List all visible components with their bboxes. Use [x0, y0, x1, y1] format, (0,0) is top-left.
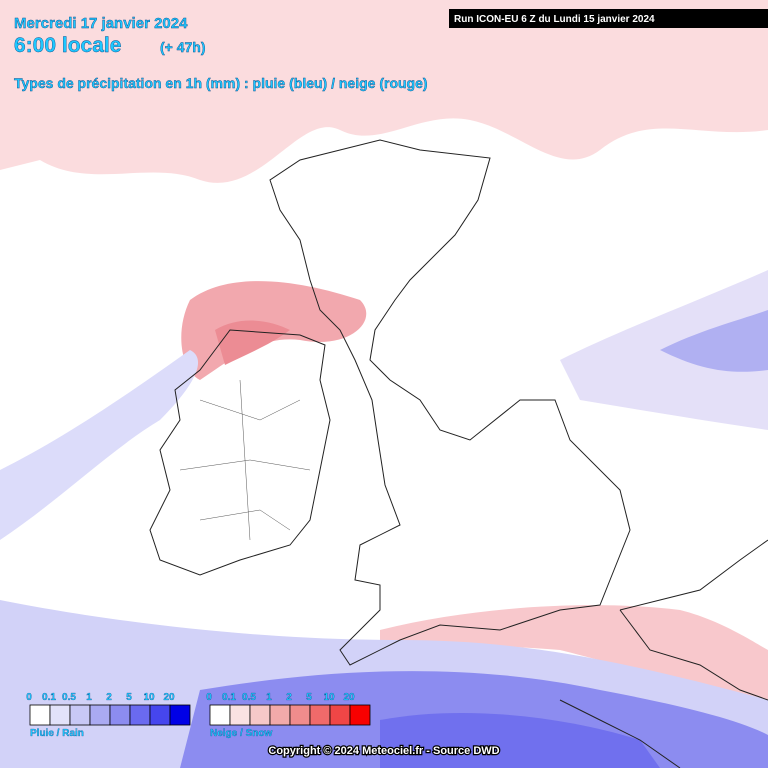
rain-swatch: [69, 704, 91, 726]
snow-area: [215, 320, 290, 365]
run-label: Run ICON-EU 6 Z du Lundi 15 janvier 2024: [454, 14, 655, 25]
borders: [179, 379, 311, 541]
rain-tick-label: 0.1: [42, 692, 56, 703]
snow-area: [0, 0, 768, 183]
rain-tick-label: 20: [163, 692, 175, 703]
snow-tick-label: 0.5: [242, 692, 256, 703]
rain-tick-label: 2: [106, 692, 112, 703]
rain-swatch: [29, 704, 51, 726]
rain-tick-label: 0: [26, 692, 32, 703]
snow-swatch: [309, 704, 331, 726]
snow-swatch: [209, 704, 231, 726]
run-box: [449, 9, 768, 28]
time: 6:00 locale: [14, 34, 121, 57]
rain-swatch: [169, 704, 191, 726]
rain-tick-label: 1: [86, 692, 92, 703]
rain-tick-label: 10: [143, 692, 155, 703]
continent: [559, 539, 768, 768]
snow-tick-label: 2: [286, 692, 292, 703]
snow-tick-label: 5: [306, 692, 312, 703]
snow-tick-label: 10: [323, 692, 335, 703]
snow-tick-label: 1: [266, 692, 272, 703]
rain-swatch: [149, 704, 171, 726]
snow-swatch: [249, 704, 271, 726]
snow-tick-label: 0.1: [222, 692, 236, 703]
great-britain: [269, 139, 631, 666]
subtitle: Types de précipitation en 1h (mm) : plui…: [14, 75, 428, 91]
snow-swatch: [229, 704, 251, 726]
snow-tick-label: 0: [206, 692, 212, 703]
rain-swatch: [129, 704, 151, 726]
rain-area: [660, 310, 768, 372]
snow-swatch: [289, 704, 311, 726]
rain-area: [0, 350, 199, 540]
footer: Copyright © 2024 Meteociel.fr - Source D…: [268, 745, 499, 757]
lead-time: (+ 47h): [160, 39, 206, 55]
rain-tick-label: 0.5: [62, 692, 76, 703]
snow-tick-label: 20: [343, 692, 355, 703]
snow-swatch: [349, 704, 371, 726]
snow-swatch: [329, 704, 351, 726]
coastlines: [149, 139, 768, 768]
date: Mercredi 17 janvier 2024: [14, 15, 188, 32]
rain-tick-label: 5: [126, 692, 132, 703]
rain-swatch: [49, 704, 71, 726]
rain-swatch: [89, 704, 111, 726]
ireland: [149, 329, 331, 576]
rain-label: Pluie / Rain: [30, 728, 84, 739]
snow-swatch: [269, 704, 291, 726]
rain-swatch: [109, 704, 131, 726]
snow-label: Neige / Snow: [210, 728, 272, 739]
legend: 0 0.1 0.5 1 2 5 10 20 Pluie / Rain 0 0.1 0.5 1 2 5 10 20…: [26, 692, 371, 739]
rain-area: [380, 712, 660, 768]
